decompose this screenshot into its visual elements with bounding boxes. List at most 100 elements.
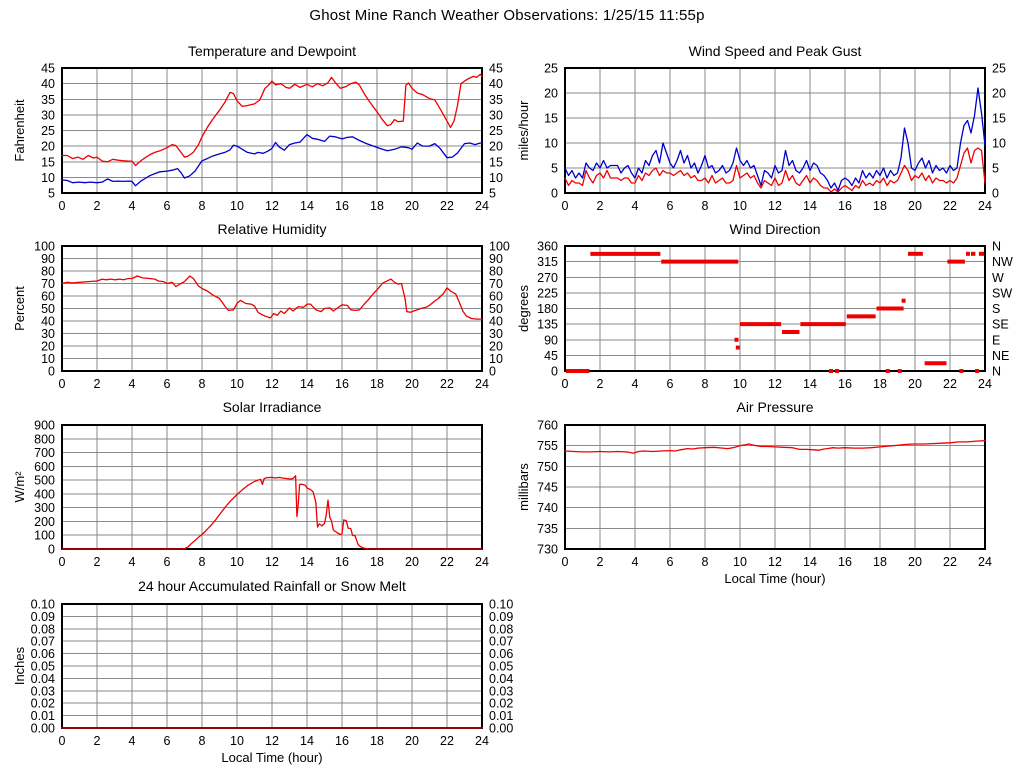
- y-axis-label: millibars: [516, 463, 531, 511]
- wind-direction-segments: [565, 251, 985, 373]
- y-tick-label: 100: [34, 529, 55, 543]
- x-tick-labels: 0 2 4 6 8 10 12 14 16 18 20 22 24: [562, 377, 992, 391]
- x-tick-label: 6: [164, 377, 171, 391]
- x-tick-label: 12: [768, 377, 782, 391]
- y-tick-label: 30: [41, 327, 55, 341]
- x-tick-label: 4: [129, 555, 136, 569]
- y-tick-label: 5: [489, 187, 496, 201]
- grid-lines: [62, 425, 482, 549]
- chart-title: Air Pressure: [736, 399, 813, 415]
- chart-wind_direction: Wind Direction04590135180225270315360NNE…: [516, 221, 1013, 391]
- x-tick-label: 2: [597, 199, 604, 213]
- chart-title: Wind Direction: [729, 221, 820, 237]
- x-tick-label: 6: [164, 555, 171, 569]
- x-tick-labels: 0 2 4 6 8 10 12 14 16 18 20 22 24: [59, 555, 489, 569]
- x-tick-label: 24: [475, 734, 489, 748]
- y-tick-label: 45: [41, 62, 55, 76]
- x-tick-label: 6: [667, 377, 674, 391]
- x-tick-label: 8: [199, 734, 206, 748]
- x-tick-label: 12: [768, 199, 782, 213]
- y-tick-label: 225: [537, 286, 558, 300]
- x-tick-label: 16: [838, 377, 852, 391]
- x-tick-label: 6: [667, 199, 674, 213]
- x-tick-label: 8: [199, 199, 206, 213]
- x-tick-label: 8: [702, 199, 709, 213]
- y-tick-label: 40: [41, 77, 55, 91]
- y-tick-label: 735: [537, 522, 558, 536]
- chart-wind_speed: Wind Speed and Peak Gust0510152025051015…: [516, 43, 1006, 213]
- y-tick-labels-left: 730 735 740 745 750 755 760: [537, 419, 558, 557]
- y-tick-label: 740: [537, 501, 558, 515]
- y-tick-label: 700: [34, 446, 55, 460]
- x-tick-label: 0: [562, 377, 569, 391]
- grid-lines: [62, 68, 482, 193]
- y-tick-label: 45: [489, 62, 503, 76]
- x-tick-label: 20: [405, 734, 419, 748]
- y-tick-label: 10: [489, 171, 503, 185]
- y-tick-label: 50: [489, 302, 503, 316]
- chart-solar: Solar Irradiance010020030040050060070080…: [12, 399, 489, 569]
- x-tick-label: 16: [335, 555, 349, 569]
- x-tick-label: 8: [199, 555, 206, 569]
- y-axis-label: Percent: [12, 286, 27, 331]
- y-tick-label: 20: [41, 140, 55, 154]
- x-tick-label: 22: [440, 734, 454, 748]
- y-tick-label: 800: [34, 432, 55, 446]
- x-tick-label: 14: [300, 734, 314, 748]
- y-tick-label: 0.10: [31, 598, 55, 612]
- y-tick-label: 270: [537, 271, 558, 285]
- x-tick-label: 14: [300, 199, 314, 213]
- series-solar_irradiance-line: [61, 475, 483, 550]
- x-tick-label: 22: [440, 555, 454, 569]
- y-tick-label: 0: [551, 365, 558, 379]
- grid-lines: [62, 246, 482, 371]
- x-tick-label: 18: [873, 199, 887, 213]
- chart-title: Relative Humidity: [218, 221, 327, 237]
- y-tick-label: 60: [41, 290, 55, 304]
- x-tick-labels: 0 2 4 6 8 10 12 14 16 18 20 22 24: [562, 555, 992, 569]
- x-tick-label: 10: [230, 734, 244, 748]
- x-tick-label: 20: [405, 555, 419, 569]
- x-tick-label: 12: [768, 555, 782, 569]
- y-tick-label: 0.06: [489, 647, 513, 661]
- x-tick-label: 16: [335, 734, 349, 748]
- compass-label: NE: [992, 349, 1009, 363]
- x-tick-labels: 0 2 4 6 8 10 12 14 16 18 20 22 24: [59, 199, 489, 213]
- x-tick-label: 22: [440, 377, 454, 391]
- y-tick-label: 50: [41, 302, 55, 316]
- y-tick-label: 20: [489, 140, 503, 154]
- series-temperature-line: [61, 73, 483, 167]
- x-tick-label: 2: [94, 734, 101, 748]
- y-tick-label: 20: [489, 340, 503, 354]
- x-tick-label: 18: [370, 555, 384, 569]
- y-tick-label: 100: [34, 240, 55, 254]
- x-tick-label: 22: [943, 199, 957, 213]
- y-tick-label: 15: [544, 112, 558, 126]
- series-air_pressure-line: [564, 440, 986, 454]
- x-tick-label: 12: [265, 555, 279, 569]
- y-tick-label: 15: [992, 112, 1006, 126]
- y-tick-label: 35: [41, 93, 55, 107]
- y-tick-label: 25: [41, 124, 55, 138]
- y-tick-label: 730: [537, 543, 558, 557]
- y-tick-label: 10: [544, 137, 558, 151]
- compass-label: W: [992, 271, 1004, 285]
- compass-label: SE: [992, 318, 1009, 332]
- x-tick-label: 20: [908, 555, 922, 569]
- compass-label: N: [992, 240, 1001, 254]
- y-tick-label: 300: [34, 501, 55, 515]
- y-tick-label: 10: [489, 352, 503, 366]
- x-tick-label: 0: [59, 199, 66, 213]
- series-peak_gust-line: [564, 87, 986, 192]
- compass-label: NW: [992, 255, 1013, 269]
- y-tick-label: 0: [489, 365, 496, 379]
- x-tick-label: 6: [164, 734, 171, 748]
- y-tick-label: 80: [41, 265, 55, 279]
- chart-temperature: Temperature and Dewpoint5101520253035404…: [12, 43, 503, 213]
- x-tick-label: 22: [943, 377, 957, 391]
- y-tick-label: 20: [41, 340, 55, 354]
